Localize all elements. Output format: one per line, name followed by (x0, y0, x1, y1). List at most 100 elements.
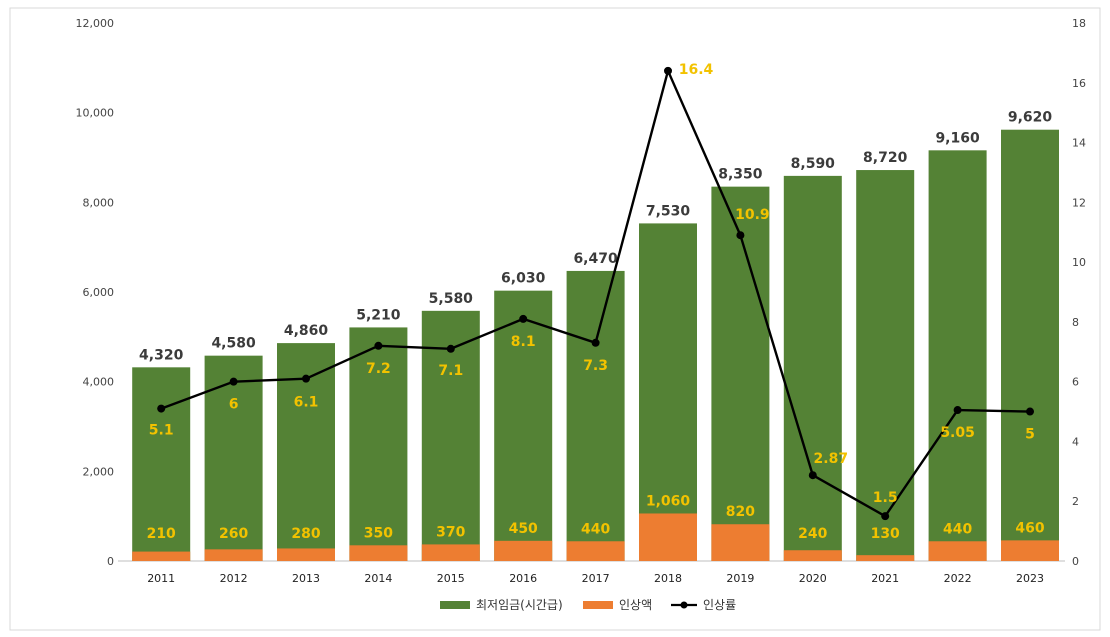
rate-point (881, 512, 890, 521)
y-right-tick-label: 16 (1072, 77, 1086, 90)
x-tick-label: 2022 (944, 572, 972, 585)
bar-increase-amount (494, 540, 553, 561)
increase-value-label: 370 (436, 524, 465, 540)
y-left-tick-label: 4,000 (83, 376, 115, 389)
y-right-tick-label: 8 (1072, 316, 1079, 329)
rate-value-label: 16.4 (679, 62, 714, 78)
bar-minimum-wage (132, 367, 191, 561)
total-labels: 4,320 4,580 4,860 5,210 5,580 6,030 6,470 7,530… (139, 110, 1052, 364)
increase-value-label: 440 (943, 521, 972, 537)
total-value-label: 5,210 (356, 307, 401, 323)
rate-point (953, 406, 962, 415)
rate-value-label: 8.1 (511, 334, 536, 350)
rate-point (736, 231, 745, 240)
bar-increase-amount (277, 548, 335, 561)
x-tick-label: 2023 (1016, 572, 1044, 585)
legend: 최저임금(시간급) 인상액 인상률 (440, 598, 736, 612)
x-tick-label: 2016 (509, 572, 537, 585)
y-right-tick-label: 2 (1072, 495, 1079, 508)
rate-value-label: 5.05 (940, 425, 975, 441)
bar-increase-amount (928, 541, 987, 561)
bar-increase-amount (1001, 540, 1059, 561)
bar-minimum-wage (783, 175, 842, 562)
total-value-label: 9,620 (1008, 110, 1053, 126)
y-left-tick-label: 8,000 (83, 196, 115, 209)
bar-minimum-wage (639, 223, 697, 561)
y-left-tick-label: 6,000 (83, 286, 115, 299)
rate-value-label: 7.2 (366, 361, 391, 377)
legend-label-increase-amount: 인상액 (619, 598, 652, 612)
legend-marker-increase-rate (680, 601, 688, 609)
total-value-label: 6,030 (501, 271, 546, 287)
bar-increase-amount (783, 550, 842, 561)
total-value-label: 4,580 (211, 336, 256, 352)
series-increase-amount (132, 513, 1059, 561)
rate-value-label: 7.1 (438, 363, 463, 379)
bar-minimum-wage (1001, 129, 1059, 561)
rate-point (664, 66, 672, 75)
rate-point (302, 374, 310, 383)
bar-increase-amount (639, 513, 697, 561)
total-value-label: 8,720 (863, 150, 908, 166)
bar-minimum-wage (494, 290, 553, 561)
total-value-label: 7,530 (646, 203, 691, 219)
total-value-label: 5,580 (429, 291, 474, 307)
bar-increase-amount (856, 555, 915, 561)
y-right-tick-label: 6 (1072, 376, 1079, 389)
x-tick-label: 2017 (582, 572, 610, 585)
bar-increase-amount (421, 544, 480, 561)
legend-label-minimum-wage: 최저임금(시간급) (476, 598, 563, 612)
x-tick-label: 2014 (364, 572, 392, 585)
increase-value-label: 820 (726, 504, 755, 520)
x-tick-label: 2018 (654, 572, 682, 585)
bar-increase-amount (349, 545, 408, 561)
rate-value-label: 2.87 (814, 451, 849, 467)
bar-increase-amount (711, 524, 770, 561)
y-axis-right: 0 2 4 6 8 10 12 14 16 18 (1072, 17, 1086, 568)
increase-value-label: 440 (581, 521, 610, 537)
rate-point (446, 344, 455, 353)
bar-minimum-wage (856, 170, 915, 561)
series-increase-rate (157, 66, 1034, 521)
rate-point (1026, 407, 1034, 416)
total-value-label: 6,470 (573, 251, 618, 267)
x-axis: 2011 2012 2013 2014 2015 2016 2017 2018 2019 2020… (147, 572, 1044, 585)
total-value-label: 9,160 (935, 130, 980, 146)
bar-increase-amount (566, 541, 625, 561)
bar-minimum-wage (928, 150, 987, 561)
x-tick-label: 2011 (147, 572, 175, 585)
chart-frame (9, 7, 1101, 631)
rate-point (808, 471, 817, 480)
y-left-tick-label: 0 (107, 555, 114, 568)
y-left-tick-label: 2,000 (83, 465, 115, 478)
increase-value-label: 1,060 (646, 493, 691, 509)
rate-value-label: 5 (1025, 427, 1035, 443)
bar-minimum-wage (349, 327, 408, 561)
y-right-tick-label: 18 (1072, 17, 1086, 30)
bar-increase-amount (204, 549, 263, 561)
increase-value-label: 240 (798, 526, 827, 542)
rate-value-label: 6.1 (294, 395, 319, 411)
y-right-tick-label: 12 (1072, 196, 1086, 209)
x-tick-label: 2021 (871, 572, 899, 585)
total-value-label: 4,320 (139, 347, 184, 363)
rate-value-label: 5.1 (149, 423, 174, 439)
increase-value-label: 450 (509, 521, 538, 537)
bar-minimum-wage (566, 270, 625, 561)
rate-point (157, 404, 166, 413)
increase-value-label: 210 (147, 526, 176, 542)
bar-minimum-wage (711, 186, 770, 561)
y-axis-left: 0 2,000 4,000 6,000 8,000 10,000 12,000 (76, 17, 115, 568)
x-tick-label: 2012 (220, 572, 248, 585)
total-value-label: 4,860 (284, 323, 329, 339)
increase-value-label: 460 (1015, 520, 1044, 536)
rate-point (591, 338, 600, 347)
rate-point (374, 341, 383, 350)
y-left-tick-label: 10,000 (76, 107, 115, 120)
total-value-label: 8,590 (791, 156, 836, 172)
legend-swatch-minimum-wage (440, 601, 470, 609)
x-tick-label: 2020 (799, 572, 827, 585)
rate-value-label: 10.9 (735, 207, 770, 223)
